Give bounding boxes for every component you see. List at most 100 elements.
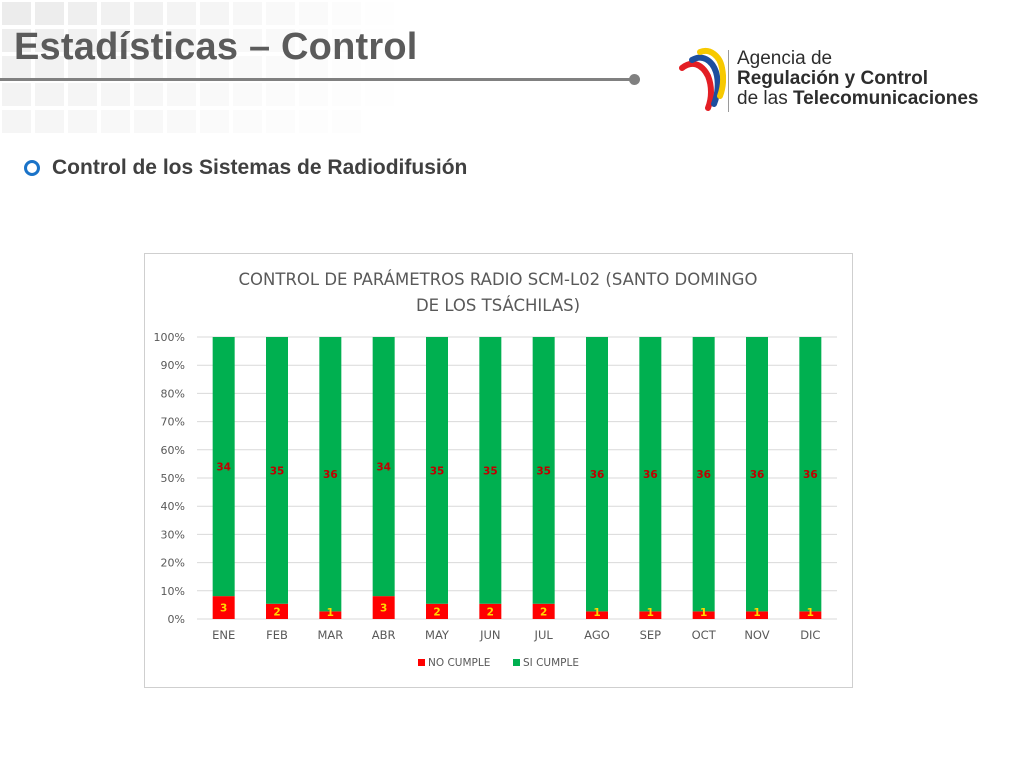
label-si-cumple: 34 (376, 462, 391, 474)
decor-tile (134, 83, 163, 106)
y-tick-label: 100% (154, 331, 185, 344)
logo-swoosh-icon (679, 48, 726, 111)
decor-tile (2, 29, 31, 52)
decor-tile (2, 2, 31, 25)
decor-tile (200, 110, 229, 133)
decor-tile (134, 29, 163, 52)
label-si-cumple: 35 (536, 465, 551, 477)
decor-tile (2, 110, 31, 133)
decor-tile (101, 29, 130, 52)
decor-tile (233, 56, 262, 79)
label-no-cumple: 1 (593, 607, 600, 619)
decor-tile (167, 56, 196, 79)
label-si-cumple: 36 (643, 469, 658, 481)
decor-tile (200, 2, 229, 25)
bar-no-cumple (639, 611, 662, 619)
decor-tile (200, 56, 229, 79)
x-tick-label: SEP (640, 628, 662, 642)
bullet-item: Control de los Sistemas de Radiodifusión (24, 154, 467, 182)
label-no-cumple: 2 (273, 606, 280, 618)
bar-si-cumple (266, 337, 288, 604)
decor-tile (332, 2, 361, 25)
decor-tile (365, 29, 394, 52)
bar-si-cumple (212, 337, 235, 597)
x-tick-label: ABR (372, 628, 396, 642)
bar-si-cumple (799, 337, 822, 612)
bar-no-cumple (372, 596, 395, 619)
decor-tile (200, 29, 229, 52)
decor-tile (365, 83, 394, 106)
bar-si-cumple (426, 337, 448, 604)
chart-title-line: CONTROL DE PARÁMETROS RADIO SCM-L02 (SAN… (239, 270, 758, 289)
decor-tile (266, 83, 295, 106)
x-tick-label: MAY (425, 628, 450, 642)
x-tick-label: MAR (317, 628, 343, 642)
label-no-cumple: 1 (700, 607, 707, 619)
bar-no-cumple (746, 611, 768, 619)
decor-tile (167, 110, 196, 133)
decor-tile (365, 2, 394, 25)
arcotel-logo: Agencia de Regulación y Control de las T… (678, 46, 978, 116)
stacked-bar-chart: CONTROL DE PARÁMETROS RADIO SCM-L02 (SAN… (154, 270, 837, 669)
bar-no-cumple (266, 603, 288, 619)
decor-tile (299, 56, 328, 79)
label-si-cumple: 35 (483, 465, 498, 477)
ring-bullet-icon (24, 160, 40, 176)
title-underline (0, 78, 634, 81)
decor-tile (35, 83, 64, 106)
decor-tile (332, 56, 361, 79)
decor-tile (134, 56, 163, 79)
bar-no-cumple (586, 611, 608, 619)
decor-tile (101, 83, 130, 106)
decor-tile (2, 83, 31, 106)
label-si-cumple: 36 (590, 469, 605, 481)
y-tick-label: 0% (168, 613, 185, 626)
bar-no-cumple (532, 603, 555, 619)
bar-si-cumple (586, 337, 608, 612)
x-tick-label: ENE (212, 628, 235, 642)
decor-tile (299, 29, 328, 52)
decor-tile (332, 110, 361, 133)
legend-swatch (513, 659, 520, 666)
x-tick-label: JUL (534, 628, 554, 642)
decor-tile (35, 56, 64, 79)
label-si-cumple: 34 (216, 462, 231, 474)
decor-tile (233, 83, 262, 106)
decor-tile (68, 110, 97, 133)
legend-swatch (418, 659, 425, 666)
logo-line-3-bold: Telecomunicaciones (792, 88, 979, 109)
bar-si-cumple (479, 337, 502, 604)
y-tick-label: 50% (161, 472, 185, 485)
x-tick-label: JUN (479, 628, 500, 642)
decor-tile (35, 2, 64, 25)
x-tick-label: OCT (692, 628, 717, 642)
decor-tile (35, 110, 64, 133)
decor-tile (233, 110, 262, 133)
bar-si-cumple (372, 337, 395, 597)
bar-no-cumple (319, 611, 342, 619)
decor-tile (35, 29, 64, 52)
decor-tile (167, 2, 196, 25)
y-tick-label: 60% (161, 444, 185, 457)
decor-tile (101, 56, 130, 79)
x-tick-label: NOV (744, 628, 769, 642)
decor-tile (2, 56, 31, 79)
label-si-cumple: 36 (803, 469, 818, 481)
slide-title: Estadísticas – Control (14, 26, 418, 68)
bar-si-cumple (746, 337, 768, 612)
decor-tile (68, 29, 97, 52)
bar-si-cumple (692, 337, 715, 612)
logo-text: Agencia de Regulación y Control de las T… (737, 49, 978, 109)
y-tick-label: 30% (161, 528, 185, 541)
label-no-cumple: 3 (380, 603, 387, 615)
decor-tile (332, 83, 361, 106)
label-no-cumple: 1 (327, 607, 334, 619)
logo-line-3-prefix: de las (737, 88, 788, 109)
decor-tile (101, 110, 130, 133)
decorative-tile-pattern (2, 2, 394, 133)
decor-tile (332, 29, 361, 52)
label-no-cumple: 2 (540, 606, 547, 618)
bar-no-cumple (479, 603, 502, 619)
legend-label: NO CUMPLE (428, 657, 490, 669)
x-tick-label: DIC (800, 628, 820, 642)
